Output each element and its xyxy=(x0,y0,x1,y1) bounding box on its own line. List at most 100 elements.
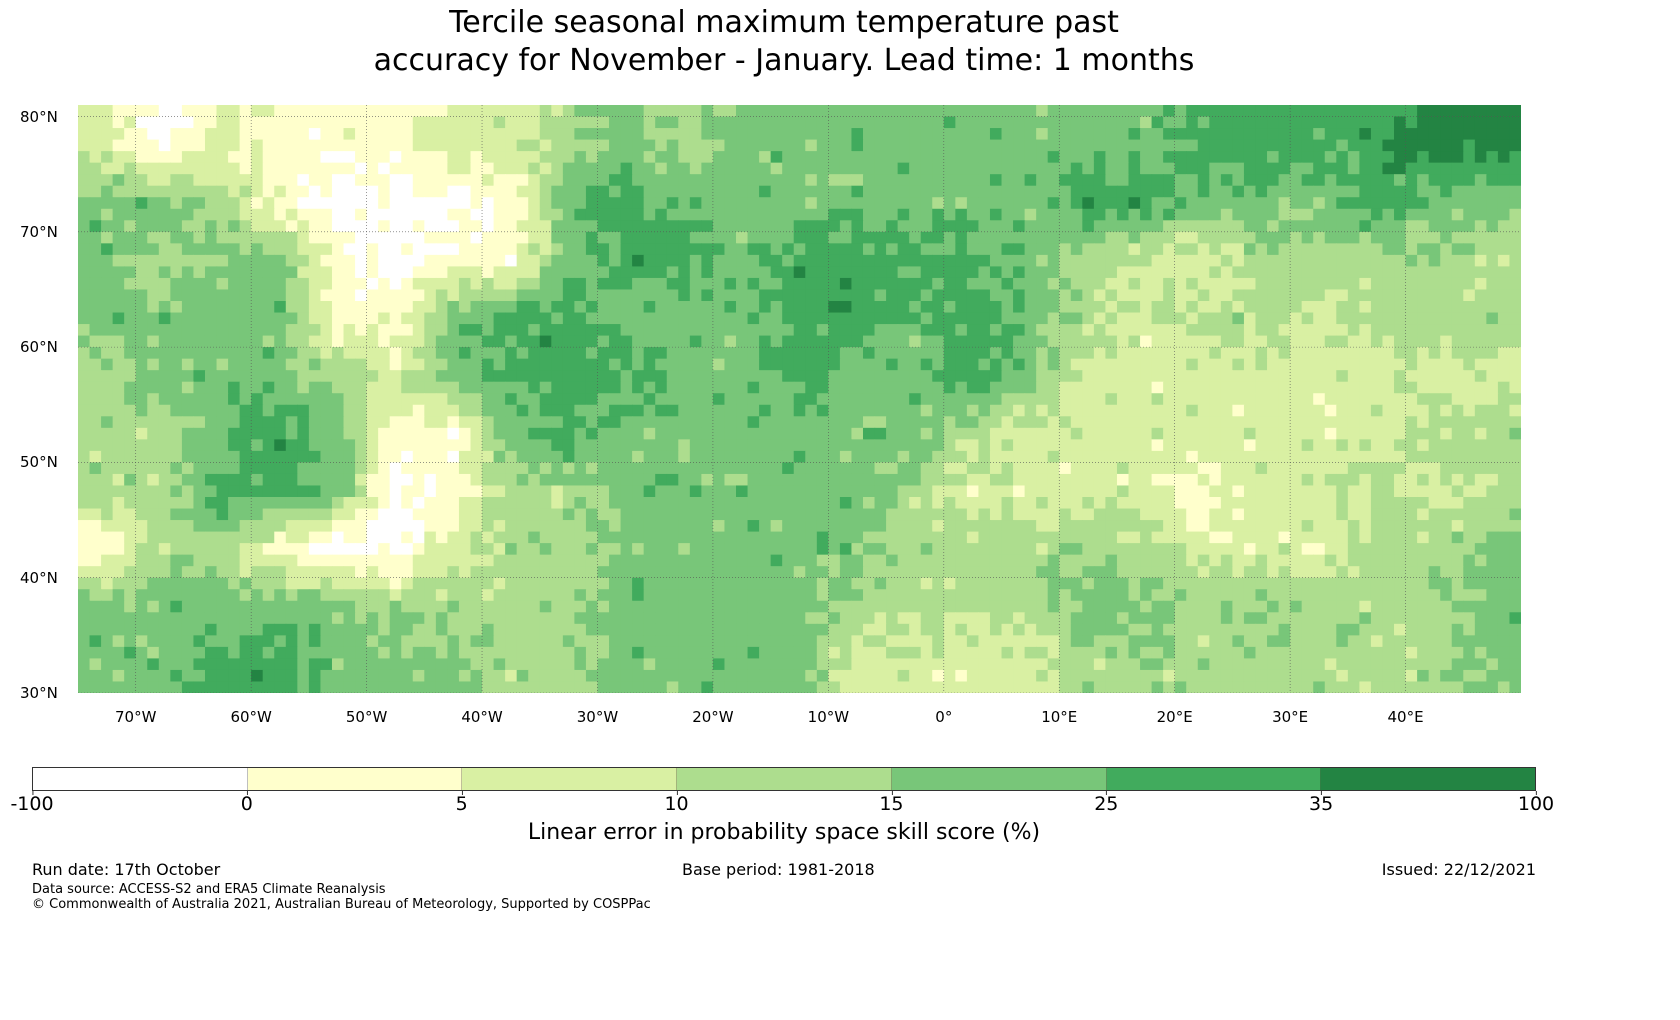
map-cell xyxy=(493,473,506,487)
map-cell xyxy=(228,128,241,141)
map-cell xyxy=(216,404,229,417)
map-cell xyxy=(782,139,795,152)
map-cell xyxy=(1243,174,1257,187)
map-cell xyxy=(458,416,472,429)
map-cell xyxy=(262,312,275,325)
map-cell xyxy=(816,139,829,152)
map-cell xyxy=(78,508,91,521)
map-cell xyxy=(1255,277,1268,291)
map-cell xyxy=(447,231,460,244)
map-cell xyxy=(331,289,345,302)
map-cell xyxy=(1024,427,1037,440)
map-cell xyxy=(458,301,472,314)
map-cell xyxy=(828,266,841,279)
map-cell xyxy=(378,116,391,129)
map-cell xyxy=(308,381,322,394)
map-cell xyxy=(989,162,1003,175)
map-cell xyxy=(620,497,633,510)
map-cell xyxy=(932,508,945,521)
map-cell xyxy=(1497,116,1511,129)
map-cell xyxy=(966,220,980,233)
map-cell xyxy=(447,485,460,498)
map-cell xyxy=(851,243,864,256)
map-cell xyxy=(666,462,679,475)
map-cell xyxy=(1140,105,1153,118)
map-cell xyxy=(147,335,160,348)
map-cell xyxy=(1463,139,1476,152)
map-cell xyxy=(978,174,991,187)
map-cell xyxy=(828,520,841,533)
map-cell xyxy=(1220,128,1233,141)
map-cell xyxy=(389,554,402,567)
map-cell xyxy=(1243,185,1257,198)
map-cell xyxy=(747,427,760,440)
map-cell xyxy=(1486,462,1499,475)
map-cell xyxy=(551,450,564,464)
map-cell xyxy=(505,543,518,556)
map-cell xyxy=(978,312,991,325)
map-cell xyxy=(1197,289,1210,302)
map-cell xyxy=(1140,162,1153,175)
map-cell xyxy=(839,370,853,383)
map-cell xyxy=(1047,128,1060,141)
map-cell xyxy=(1059,485,1072,498)
map-cell xyxy=(736,439,749,452)
map-cell xyxy=(412,450,425,464)
map-cell xyxy=(1417,151,1430,164)
map-cell xyxy=(989,554,1003,567)
map-cell xyxy=(101,393,114,406)
map-cell xyxy=(239,220,252,233)
map-cell xyxy=(712,508,726,521)
map-cell xyxy=(1428,485,1441,498)
map-cell xyxy=(1140,462,1153,475)
map-cell xyxy=(297,162,310,175)
map-cell xyxy=(1324,416,1337,429)
map-cell xyxy=(1394,254,1407,268)
map-cell xyxy=(308,347,322,360)
map-cell xyxy=(1059,473,1072,487)
map-cell xyxy=(389,105,402,118)
map-cell xyxy=(1417,393,1430,406)
map-cell xyxy=(1463,151,1476,164)
map-cell xyxy=(620,370,633,383)
map-cell xyxy=(135,531,148,544)
map-cell xyxy=(724,231,737,244)
map-cell xyxy=(862,289,876,302)
map-cell xyxy=(89,427,102,440)
map-cell xyxy=(632,128,645,141)
map-cell xyxy=(1290,439,1303,452)
map-cell xyxy=(135,289,148,302)
map-cell xyxy=(1047,370,1060,383)
map-cell xyxy=(1370,289,1384,302)
map-cell xyxy=(1278,208,1291,221)
map-cell xyxy=(1128,404,1141,417)
map-cell xyxy=(424,174,437,187)
map-cell xyxy=(597,508,610,521)
map-cell xyxy=(1428,231,1441,244)
map-cell xyxy=(366,208,379,221)
map-cell xyxy=(216,347,229,360)
map-cell xyxy=(816,462,829,475)
map-cell xyxy=(874,393,887,406)
map-cell xyxy=(862,427,876,440)
map-cell xyxy=(447,439,460,452)
map-cell xyxy=(851,301,864,314)
map-cell xyxy=(909,266,922,279)
map-cell xyxy=(124,416,137,429)
map-cell xyxy=(101,243,114,256)
map-cell xyxy=(551,462,564,475)
map-cell xyxy=(331,312,345,325)
map-cell xyxy=(839,254,853,268)
map-cell xyxy=(1359,416,1372,429)
map-cell xyxy=(1451,254,1464,268)
map-cell xyxy=(1370,335,1384,348)
map-cell xyxy=(1486,231,1499,244)
map-cell xyxy=(124,231,137,244)
map-cell xyxy=(874,439,887,452)
map-cell xyxy=(851,151,864,164)
map-cell xyxy=(1382,185,1395,198)
map-cell xyxy=(1082,324,1095,337)
map-cell xyxy=(585,220,599,233)
map-cell xyxy=(816,497,829,510)
map-cell xyxy=(539,162,552,175)
